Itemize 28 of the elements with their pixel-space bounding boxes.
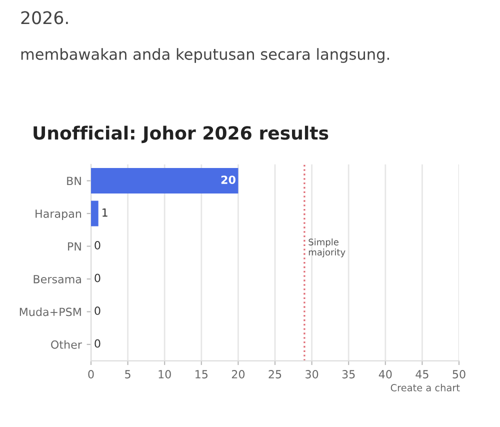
text: membawakan anda keputusan secara langsung. <box>21 48 389 63</box>
ref-line-label: Simple majority <box>308 238 346 258</box>
x-tick-label: 15 <box>196 370 208 378</box>
data-label: 0 <box>94 306 100 315</box>
x-tick-label: 40 <box>378 370 392 378</box>
chart-title: Unofficial: Johor 2026 results <box>34 126 328 144</box>
data-label: 1 <box>102 208 108 217</box>
data-label: 0 <box>94 241 100 250</box>
x-tick-label: 10 <box>158 370 171 378</box>
y-tick-label: Bersama <box>34 275 81 284</box>
data-label: 0 <box>94 339 100 348</box>
text: Create a chart <box>390 384 460 392</box>
x-tick-label: 45 <box>416 370 428 378</box>
x-tick-label: 30 <box>306 370 318 378</box>
data-label: 20 <box>221 176 236 184</box>
x-tick-label: 25 <box>268 370 282 378</box>
y-tick-label: BN <box>67 176 81 185</box>
text: 2026. <box>21 11 68 24</box>
x-tick-label: 35 <box>342 370 355 378</box>
y-tick-label: Muda+PSM <box>20 307 81 316</box>
x-tick-label: 0 <box>88 370 94 378</box>
x-tick-label: 5 <box>125 370 130 378</box>
x-tick-label: 50 <box>452 370 466 378</box>
data-label: 0 <box>94 274 100 282</box>
y-tick-label: PN <box>68 242 81 250</box>
y-tick-label: Harapan <box>36 210 82 220</box>
x-tick-label: 20 <box>232 370 245 378</box>
y-tick-label: Other <box>51 340 82 349</box>
